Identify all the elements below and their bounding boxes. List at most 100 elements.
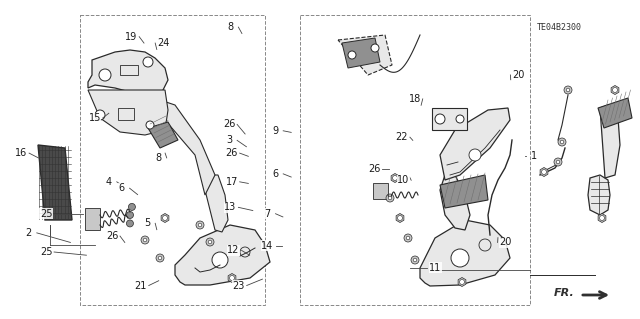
Text: 1: 1 — [531, 151, 538, 161]
Polygon shape — [88, 90, 168, 135]
Circle shape — [600, 216, 604, 220]
Circle shape — [404, 234, 412, 242]
Text: 2: 2 — [26, 228, 32, 238]
Circle shape — [198, 223, 202, 227]
Bar — [432, 108, 467, 130]
Bar — [300, 15, 530, 305]
Circle shape — [127, 220, 133, 227]
Circle shape — [479, 239, 491, 251]
Circle shape — [388, 196, 392, 200]
Bar — [85, 208, 100, 230]
Circle shape — [469, 149, 481, 161]
Polygon shape — [338, 35, 392, 75]
Text: 19: 19 — [125, 32, 138, 42]
Circle shape — [196, 221, 204, 229]
Circle shape — [146, 121, 154, 129]
Text: 20: 20 — [512, 70, 525, 80]
Text: 17: 17 — [225, 177, 238, 187]
Text: 20: 20 — [499, 237, 512, 248]
Text: TE04B2300: TE04B2300 — [537, 24, 582, 33]
Circle shape — [541, 169, 547, 174]
Text: 26: 26 — [368, 164, 381, 174]
Text: 7: 7 — [264, 209, 271, 219]
Circle shape — [206, 238, 214, 246]
Polygon shape — [38, 145, 72, 220]
Polygon shape — [391, 174, 399, 182]
Polygon shape — [161, 213, 169, 222]
Text: 12: 12 — [227, 245, 240, 256]
Polygon shape — [342, 38, 380, 68]
Circle shape — [163, 216, 168, 220]
Text: 14: 14 — [261, 241, 274, 251]
Text: 13: 13 — [224, 202, 237, 212]
Circle shape — [212, 252, 228, 268]
Bar — [80, 15, 265, 305]
Text: 18: 18 — [408, 94, 421, 104]
Circle shape — [95, 110, 105, 120]
Polygon shape — [88, 50, 168, 95]
Text: 15: 15 — [88, 113, 101, 123]
Text: 5: 5 — [144, 218, 150, 228]
Text: 24: 24 — [157, 38, 170, 48]
Text: 25: 25 — [40, 247, 52, 257]
Circle shape — [392, 175, 397, 181]
Text: 16: 16 — [15, 148, 28, 158]
Circle shape — [456, 115, 464, 123]
Circle shape — [156, 254, 164, 262]
Circle shape — [397, 216, 403, 220]
Circle shape — [208, 240, 212, 244]
Circle shape — [554, 158, 562, 166]
Polygon shape — [148, 122, 178, 148]
Circle shape — [143, 57, 153, 67]
Circle shape — [348, 51, 356, 59]
Polygon shape — [205, 175, 228, 232]
Circle shape — [560, 140, 564, 144]
Circle shape — [564, 86, 572, 94]
Circle shape — [460, 279, 465, 285]
Bar — [373, 183, 388, 199]
Text: 10: 10 — [397, 175, 410, 185]
Text: 4: 4 — [106, 177, 112, 187]
Circle shape — [406, 236, 410, 240]
Circle shape — [556, 160, 560, 164]
Circle shape — [386, 194, 394, 202]
Circle shape — [411, 256, 419, 264]
Circle shape — [99, 69, 111, 81]
Text: 3: 3 — [226, 135, 232, 145]
Polygon shape — [175, 225, 270, 285]
Polygon shape — [228, 273, 236, 283]
Text: 9: 9 — [272, 126, 278, 136]
Circle shape — [240, 247, 250, 257]
Polygon shape — [155, 100, 215, 195]
Circle shape — [435, 114, 445, 124]
Text: 26: 26 — [225, 148, 238, 158]
Text: 22: 22 — [396, 132, 408, 142]
Circle shape — [127, 211, 134, 219]
Text: 6: 6 — [272, 169, 278, 179]
Circle shape — [230, 276, 234, 280]
Text: 26: 26 — [106, 231, 118, 241]
Polygon shape — [440, 175, 488, 208]
Text: 25: 25 — [40, 209, 52, 219]
Polygon shape — [600, 105, 620, 178]
Polygon shape — [440, 108, 510, 180]
Circle shape — [143, 238, 147, 242]
Polygon shape — [598, 213, 606, 222]
Polygon shape — [420, 220, 510, 286]
Text: 23: 23 — [232, 280, 245, 291]
Text: 26: 26 — [223, 119, 236, 130]
Circle shape — [413, 258, 417, 262]
Circle shape — [451, 249, 469, 267]
Circle shape — [129, 204, 136, 211]
Text: FR.: FR. — [554, 288, 575, 298]
Text: 11: 11 — [429, 263, 442, 273]
Text: 8: 8 — [227, 22, 234, 32]
Polygon shape — [540, 167, 548, 176]
Circle shape — [566, 88, 570, 92]
Polygon shape — [458, 278, 466, 286]
Text: 8: 8 — [156, 153, 162, 163]
Circle shape — [141, 236, 149, 244]
Polygon shape — [611, 85, 619, 94]
Bar — [118, 108, 134, 120]
Circle shape — [612, 87, 618, 93]
